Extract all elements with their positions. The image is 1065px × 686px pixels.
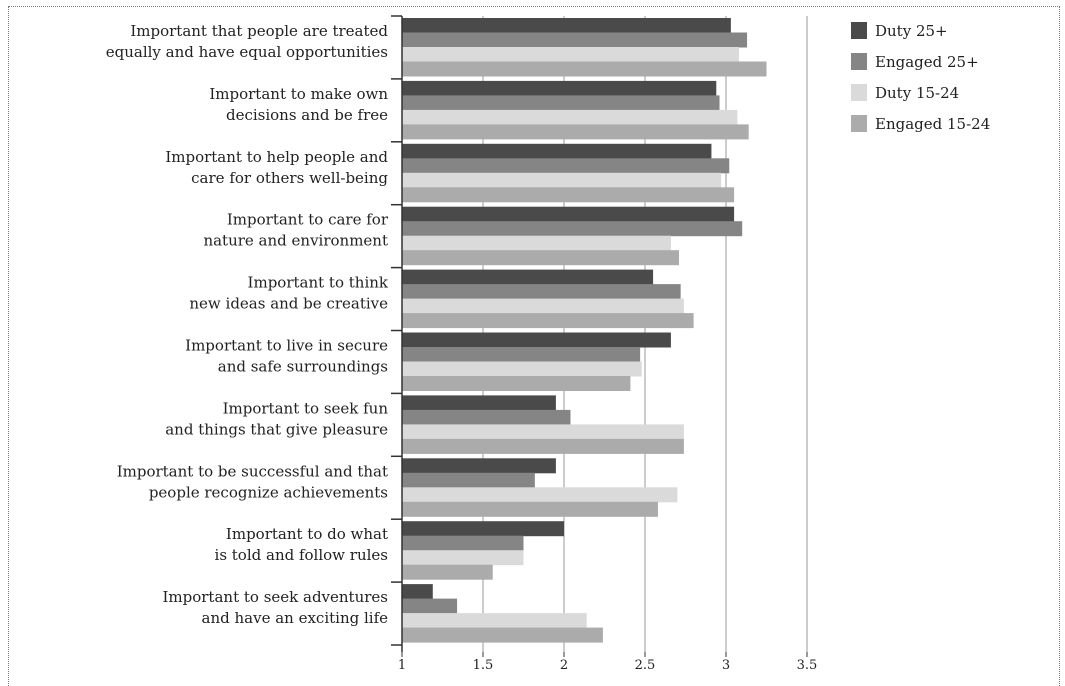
chart-frame <box>8 6 1060 686</box>
legend-swatch <box>851 22 867 39</box>
category-label: Important to be successful and that <box>117 462 388 480</box>
bar-2-duty-15-24 <box>402 109 738 125</box>
bar-3-engaged-25- <box>402 158 730 174</box>
bar-7-engaged-15-24 <box>402 438 684 454</box>
category-label: Important to live in secure <box>185 337 388 355</box>
category-label: Important to care for <box>227 211 389 229</box>
legend-swatch <box>851 115 867 132</box>
bar-10-duty-15-24 <box>402 613 587 629</box>
category-label: is told and follow rules <box>215 546 388 564</box>
x-axis-ticks: 1 1.5 2 2.5 3 3.5 <box>398 652 817 673</box>
bar-2-engaged-15-24 <box>402 124 749 140</box>
bar-9-engaged-25- <box>402 535 524 551</box>
bar-2-engaged-25- <box>402 95 720 111</box>
x-tick-label: 3.5 <box>797 658 818 673</box>
category-label: and things that give pleasure <box>165 420 388 438</box>
bar-6-engaged-25- <box>402 347 641 362</box>
legend: Duty 25+ Engaged 25+ Duty 15-24 Engaged 15-… <box>851 22 990 133</box>
bar-7-duty-15-24 <box>402 424 684 440</box>
y-axis <box>391 15 403 652</box>
legend-swatch <box>851 84 867 101</box>
bar-3-duty-25- <box>402 143 712 159</box>
category-label: new ideas and be creative <box>189 295 388 313</box>
bar-8-duty-15-24 <box>402 487 678 503</box>
x-tick-label: 3 <box>722 658 730 673</box>
bar-7-duty-25- <box>402 395 556 411</box>
category-label: equally and have equal opportunities <box>106 43 388 61</box>
bar-2-duty-25- <box>402 80 717 96</box>
bar-5-duty-15-24 <box>402 298 684 314</box>
bar-9-engaged-15-24 <box>402 564 493 580</box>
bar-10-engaged-25- <box>402 598 458 614</box>
category-label: Important to seek fun <box>223 399 389 417</box>
legend-label: Engaged 25+ <box>875 53 979 71</box>
legend-label: Duty 25+ <box>875 22 948 40</box>
category-label: people recognize achievements <box>149 483 388 501</box>
bar-1-engaged-25- <box>402 32 748 48</box>
category-label: Important to think <box>248 274 389 292</box>
category-label: and safe surroundings <box>218 358 388 376</box>
x-tick-label: 1 <box>398 658 406 673</box>
category-label: care for others well-being <box>191 169 388 187</box>
legend-label: Engaged 15-24 <box>875 115 990 133</box>
bar-9-duty-25- <box>402 521 564 537</box>
bar-3-duty-15-24 <box>402 172 722 188</box>
category-label: Important to do what <box>226 525 388 543</box>
bars <box>402 18 767 643</box>
bar-1-duty-25- <box>402 18 731 33</box>
bar-4-duty-25- <box>402 206 735 222</box>
bar-6-duty-15-24 <box>402 361 642 377</box>
bar-4-duty-15-24 <box>402 235 671 251</box>
category-label: and have an exciting life <box>202 609 389 627</box>
bar-6-engaged-15-24 <box>402 376 631 391</box>
bar-9-duty-15-24 <box>402 550 524 566</box>
legend-swatch <box>851 53 867 70</box>
category-label: decisions and be free <box>226 106 388 124</box>
x-tick-label: 2.5 <box>635 658 656 673</box>
category-labels: Important that people are treated equally… <box>106 22 389 627</box>
bar-8-engaged-15-24 <box>402 501 658 517</box>
category-label: nature and environment <box>203 232 388 250</box>
bar-3-engaged-15-24 <box>402 187 735 203</box>
bar-6-duty-25- <box>402 332 671 348</box>
bar-4-engaged-15-24 <box>402 250 680 266</box>
x-tick-label: 2 <box>560 658 568 673</box>
legend-label: Duty 15-24 <box>875 84 959 102</box>
bar-1-engaged-15-24 <box>402 61 767 77</box>
bar-5-engaged-25- <box>402 284 681 300</box>
bar-10-engaged-15-24 <box>402 627 603 643</box>
x-tick-label: 1.5 <box>473 658 494 673</box>
bar-1-duty-15-24 <box>402 47 739 62</box>
bar-8-engaged-25- <box>402 472 535 488</box>
category-label: Important to seek adventures <box>162 588 388 606</box>
bar-5-duty-25- <box>402 269 654 285</box>
bar-10-duty-25- <box>402 584 433 600</box>
bar-7-engaged-25- <box>402 409 571 425</box>
category-label: Important to make own <box>209 85 388 103</box>
bar-4-engaged-25- <box>402 221 743 237</box>
category-label: Important to help people and <box>165 148 388 166</box>
bar-5-engaged-15-24 <box>402 313 694 329</box>
bar-8-duty-25- <box>402 458 556 474</box>
category-label: Important that people are treated <box>130 22 388 40</box>
